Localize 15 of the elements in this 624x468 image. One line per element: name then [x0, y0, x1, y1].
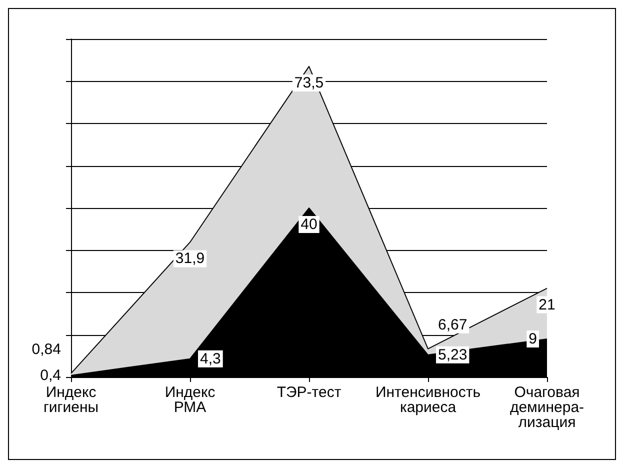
data-label: 73,5 — [294, 74, 324, 92]
data-label: 40 — [300, 216, 318, 233]
data-label: 4,3 — [200, 350, 221, 368]
data-label: 5,23 — [438, 346, 468, 364]
x-tick-label: ТЭР-тест — [276, 384, 342, 401]
x-tick-label: Индекс гигиены — [43, 384, 99, 416]
x-tick-label: Индекс РМА — [164, 384, 216, 416]
data-label: 0,84 — [32, 340, 61, 358]
data-label: 9 — [528, 330, 537, 348]
data-label: 31,9 — [175, 250, 205, 268]
x-tick-label: Интенсивность кариеса — [375, 384, 481, 416]
data-label: 6,67 — [438, 316, 468, 334]
x-tick-label: Очаговая деминера- лизация — [510, 384, 584, 431]
data-label: 21 — [538, 296, 556, 314]
data-label: 0,4 — [40, 366, 61, 384]
